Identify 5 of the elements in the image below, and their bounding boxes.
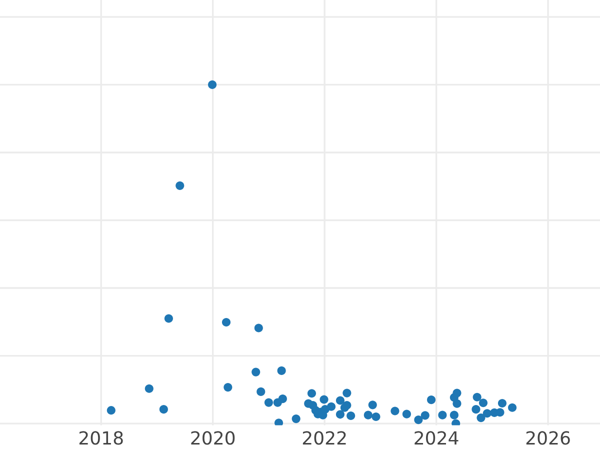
x-tick-label: 2022 (302, 431, 346, 445)
x-tick-label: 2018 (79, 431, 123, 445)
x-tick-label: 2020 (191, 431, 235, 445)
x-tick-label: 2026 (526, 431, 570, 445)
x-tick-label: 2024 (414, 431, 458, 445)
